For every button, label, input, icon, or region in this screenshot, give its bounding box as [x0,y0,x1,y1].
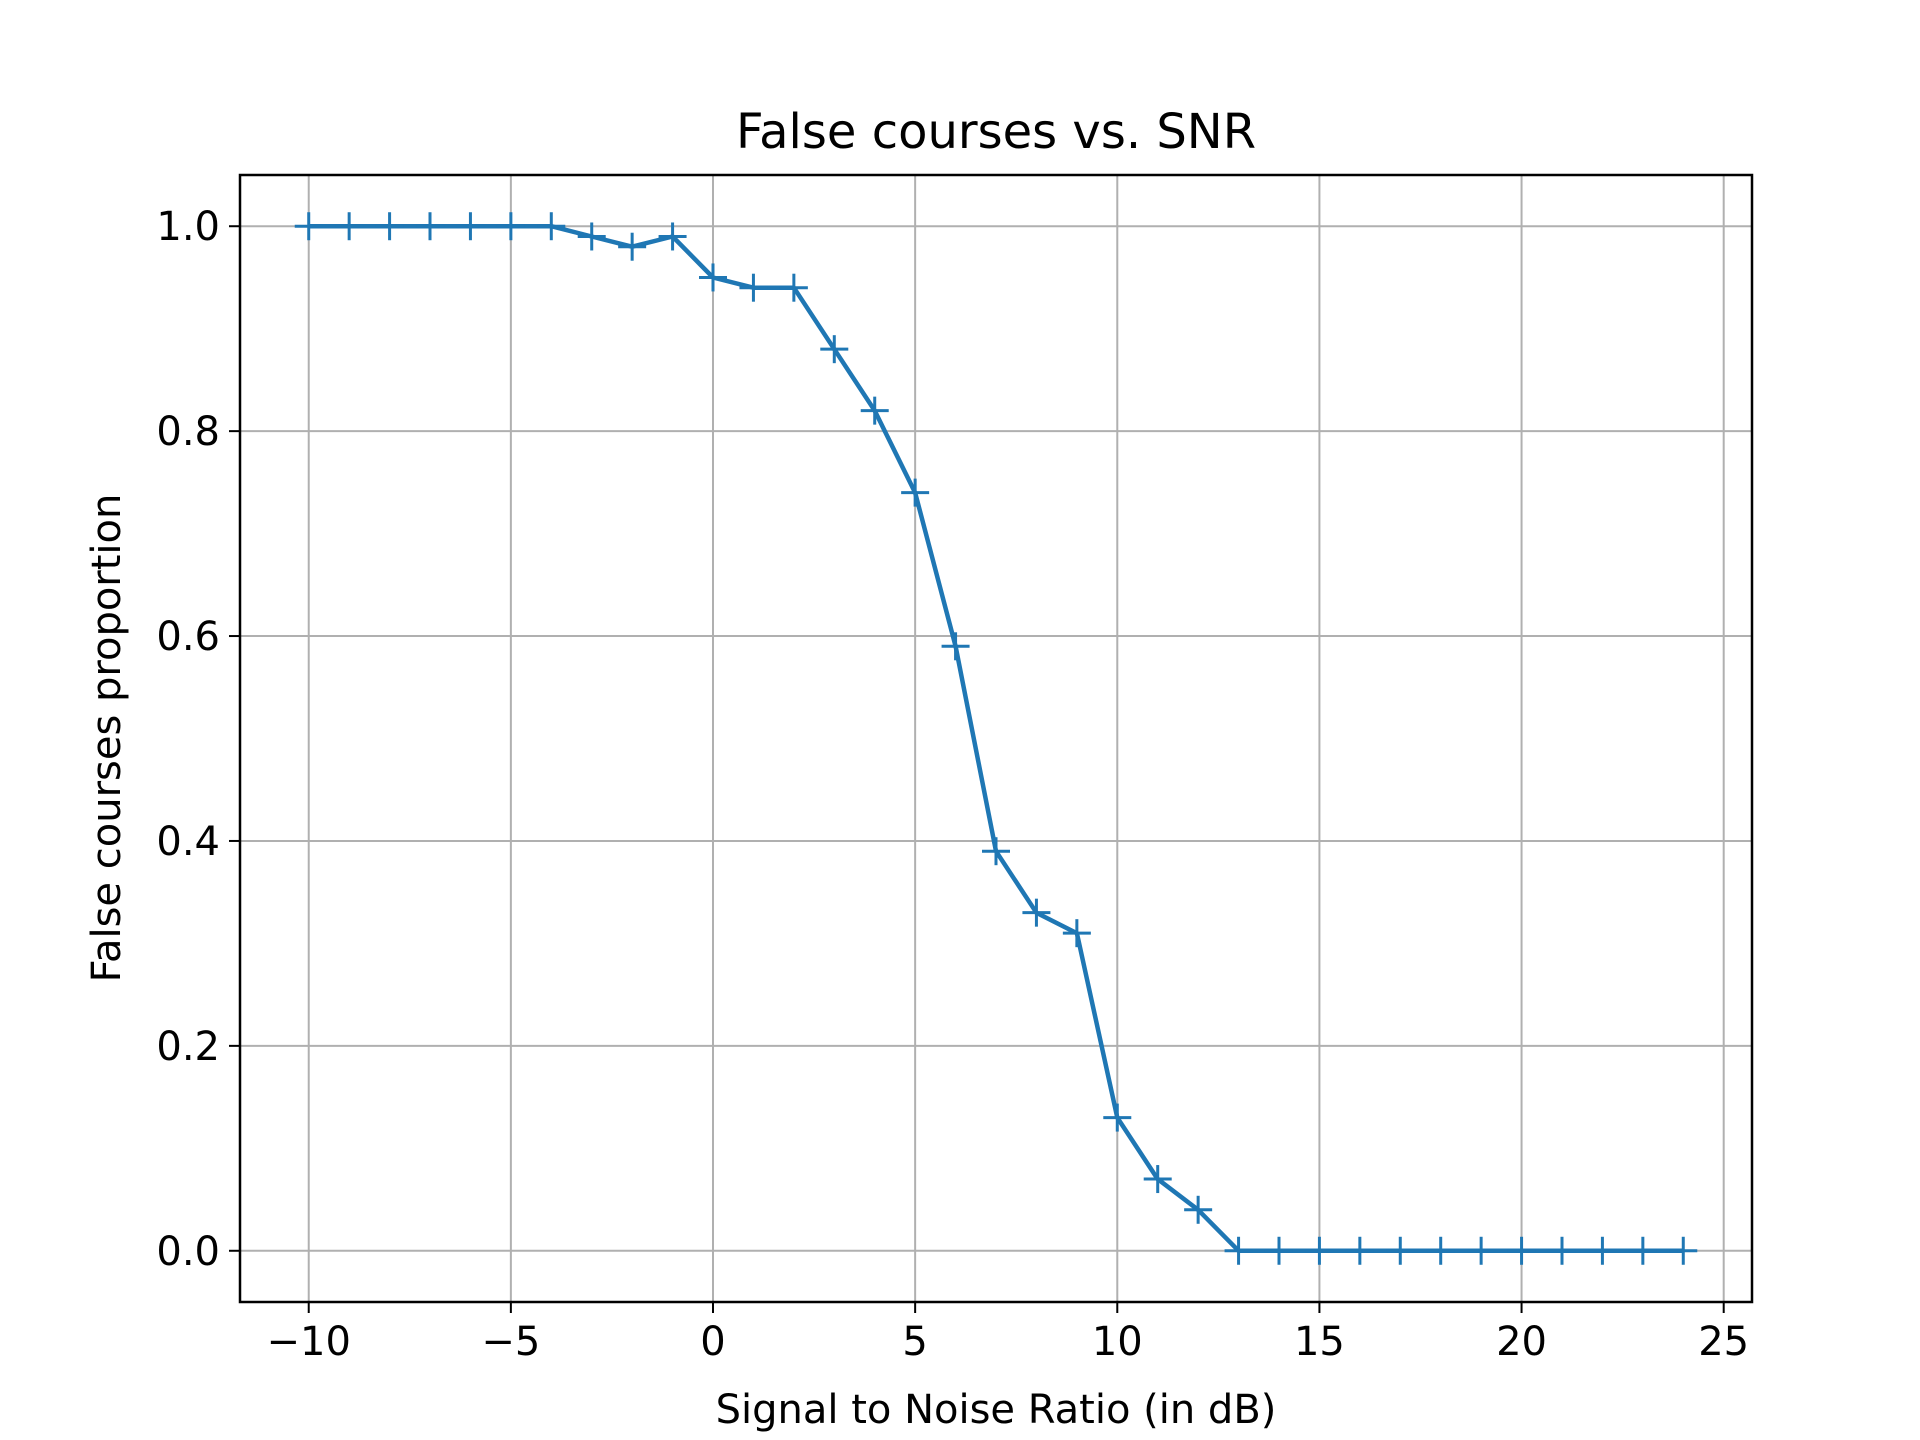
y-axis-label: False courses proportion [84,494,130,983]
y-tick-label: 0.6 [156,614,220,660]
chart-title: False courses vs. SNR [736,104,1256,160]
y-tick-label: 0.8 [156,409,220,455]
x-tick-label: 5 [902,1319,927,1365]
y-tick-label: 1.0 [156,204,220,250]
data-point-marker [982,837,1010,866]
data-point-marker [1022,898,1051,927]
data-point-marker [1426,1236,1455,1265]
data-point-marker [1588,1236,1617,1265]
data-point-marker [1547,1236,1576,1265]
data-point-marker [335,212,364,241]
y-axis: 0.0 0.2 0.4 0.6 0.8 1.0 [156,204,240,1275]
data-point-marker [294,212,323,241]
data-point-marker [1628,1236,1657,1265]
data-point-marker [1062,919,1091,948]
data-point-marker [1386,1236,1415,1265]
series-layer [294,212,1698,1265]
data-point-marker [416,212,445,241]
y-tick-label: 0.4 [156,819,220,865]
x-tick-label: 25 [1698,1319,1749,1365]
data-point-marker [577,222,606,251]
data-point-marker [658,222,687,251]
data-point-marker [618,232,647,261]
data-point-marker [1143,1165,1172,1194]
data-point-marker [375,212,404,241]
x-tick-label: 20 [1496,1319,1547,1365]
data-point-marker [1467,1236,1496,1265]
x-tick-label: −10 [267,1319,351,1365]
data-point-marker [1507,1236,1536,1265]
data-point-marker [901,478,930,507]
data-point-marker [1345,1236,1374,1265]
x-tick-label: 10 [1092,1319,1143,1365]
x-tick-label: −5 [481,1319,540,1365]
x-tick-label: 0 [700,1319,725,1365]
plot-frame [238,173,1754,1304]
data-point-marker [537,212,566,241]
data-point-marker [496,212,525,241]
data-point-marker [699,263,728,292]
grid [240,175,1752,1302]
data-point-marker [779,273,808,302]
data-point-marker [941,632,970,661]
data-point-marker [820,335,849,364]
data-point-marker [456,212,485,241]
data-point-marker [860,396,889,425]
x-axis-label: Signal to Noise Ratio (in dB) [716,1387,1277,1433]
x-tick-label: 15 [1294,1319,1345,1365]
y-tick-label: 0.0 [156,1229,220,1275]
data-point-marker [1184,1195,1213,1224]
data-point-marker [739,273,768,302]
y-tick-label: 0.2 [156,1024,220,1070]
x-axis: −10 −5 0 5 10 15 20 25 [267,1302,1749,1365]
data-point-marker [1305,1236,1334,1265]
data-point-marker [1103,1103,1132,1132]
data-point-marker [1224,1236,1253,1265]
data-point-marker [1264,1236,1293,1265]
data-point-marker [1669,1236,1698,1265]
